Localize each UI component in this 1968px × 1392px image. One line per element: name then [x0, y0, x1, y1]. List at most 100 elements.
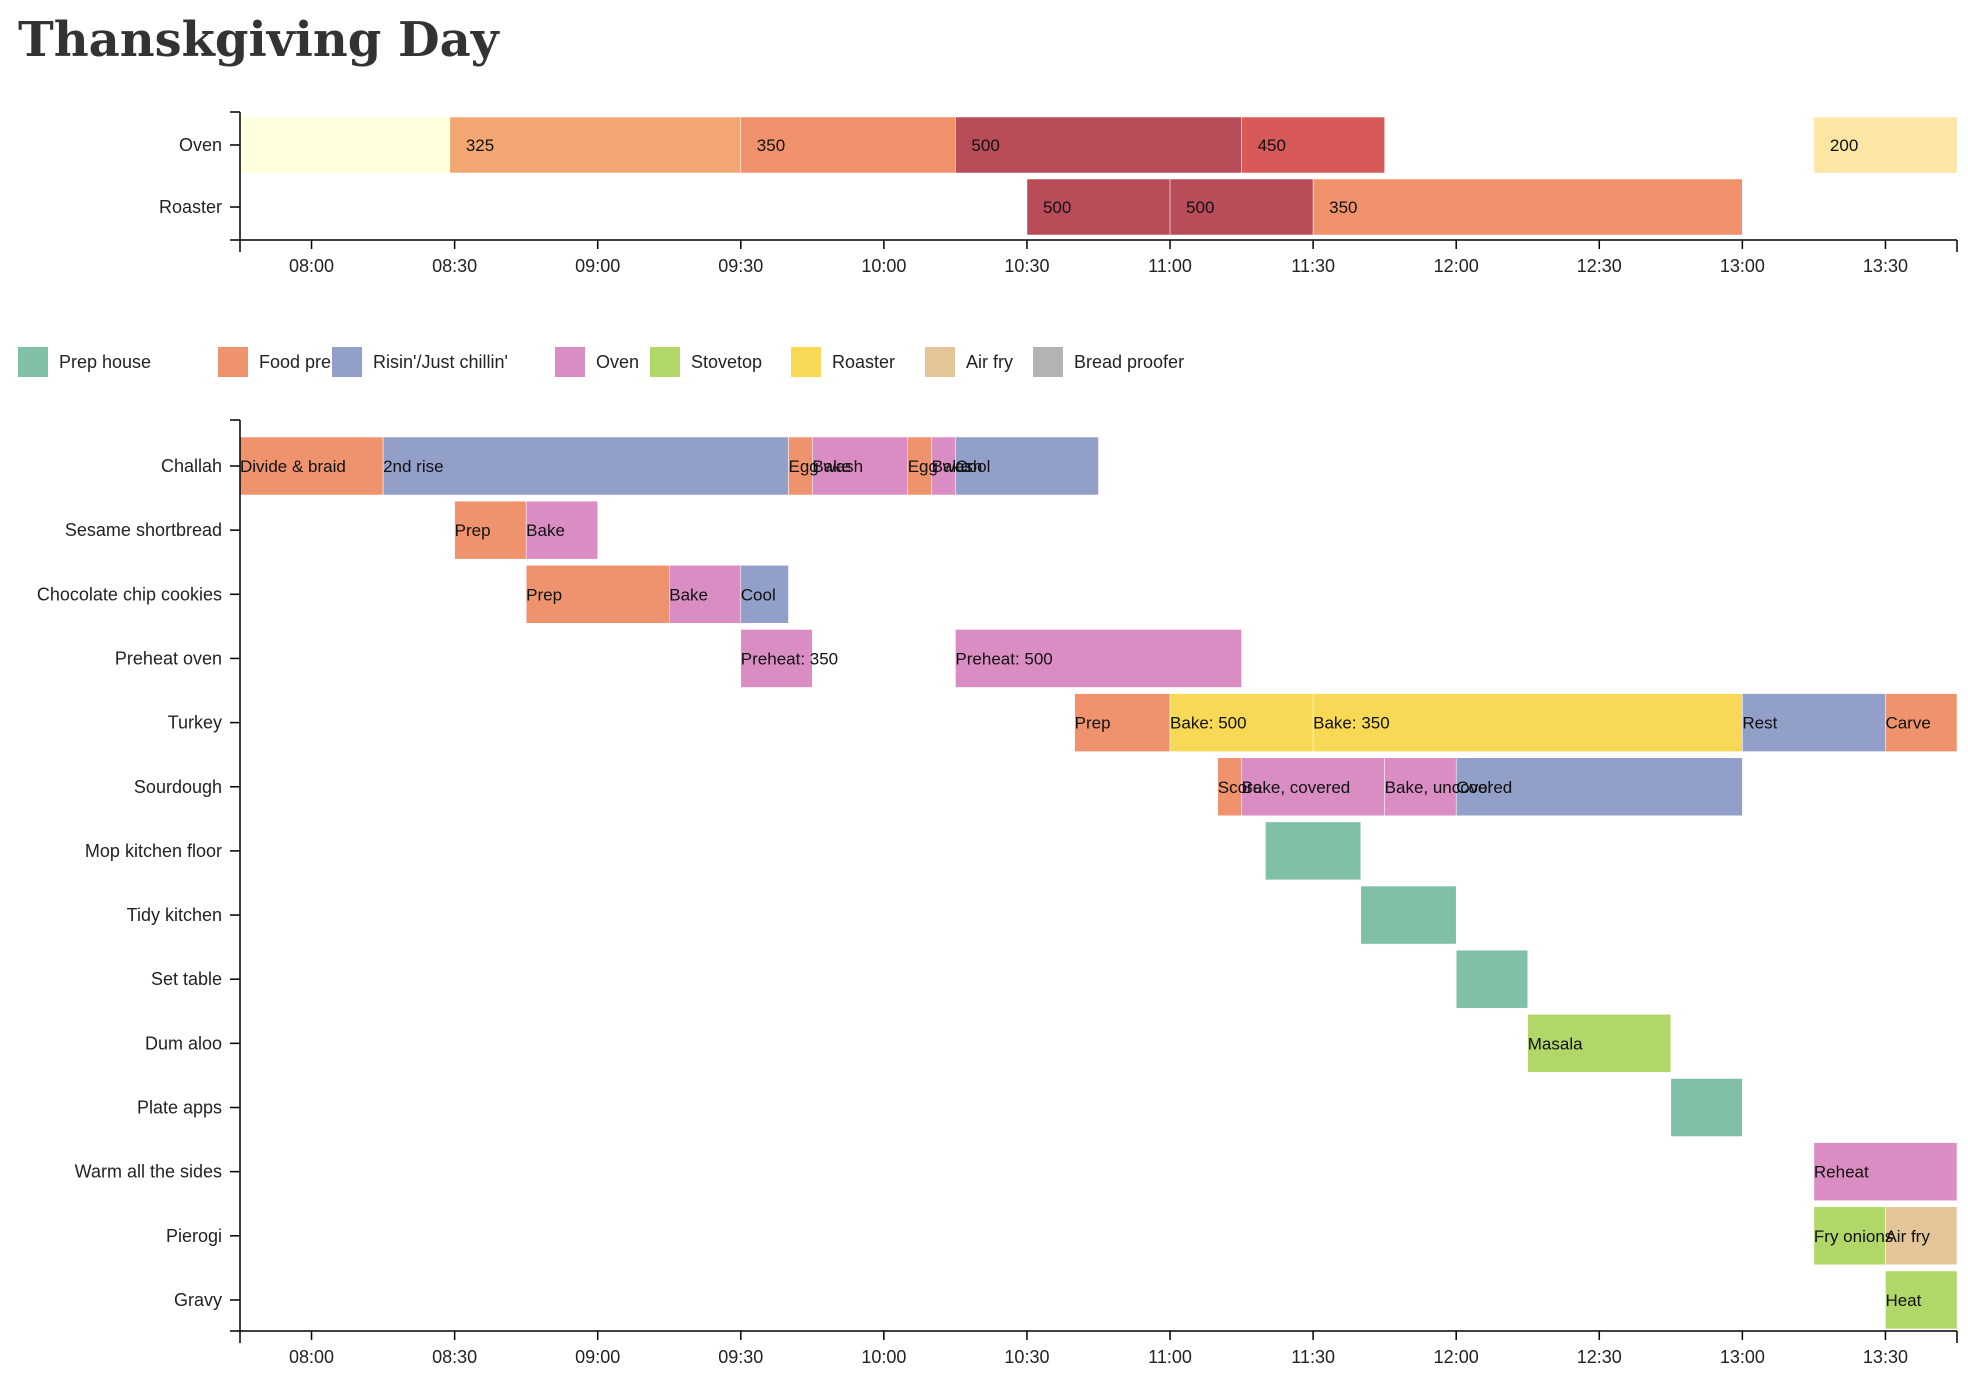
task-bar-label: Cool	[1456, 778, 1491, 797]
legend-swatch-risin-just-chillin	[332, 347, 362, 377]
legend-swatch-roaster	[791, 347, 821, 377]
task-bar-sourdough	[1384, 757, 1457, 816]
task-bar-label: Fry onions	[1814, 1227, 1893, 1246]
temp-bar-label: 325	[466, 136, 494, 155]
task-bar-gravy	[1885, 1270, 1958, 1330]
temp-bar-label: 350	[757, 136, 785, 155]
task-bar-label: Bake	[932, 457, 971, 476]
task-bar-label: Egg wash	[908, 457, 983, 476]
task-bar-chocolate-chip-cookies	[525, 565, 670, 624]
temp-bar-label: 450	[1258, 136, 1286, 155]
temp-x-tick-label: 13:30	[1863, 256, 1908, 276]
task-row-label-set-table: Set table	[151, 969, 222, 989]
temp-x-tick-label: 12:00	[1434, 256, 1479, 276]
task-x-tick-label: 12:00	[1434, 1347, 1479, 1367]
task-row-label-preheat-oven: Preheat oven	[115, 648, 222, 668]
legend-label-air-fry: Air fry	[966, 352, 1013, 372]
page-title: Thanskgiving Day	[18, 12, 499, 68]
task-bar-label: Bake	[526, 521, 565, 540]
task-bar-sourdough	[1241, 757, 1385, 816]
task-bar-turkey	[1169, 693, 1314, 752]
task-row-label-tidy-kitchen: Tidy kitchen	[127, 905, 222, 925]
task-bar-label: Bake	[669, 585, 708, 604]
temp-x-tick-label: 09:30	[718, 256, 763, 276]
task-bar-preheat-oven	[955, 629, 1242, 688]
task-bar-label: Reheat	[1814, 1163, 1869, 1182]
task-bar-chocolate-chip-cookies	[740, 565, 789, 624]
temp-bar-label: 500	[971, 136, 999, 155]
temp-x-tick-label: 08:30	[432, 256, 477, 276]
task-bar-label: Cool	[741, 585, 776, 604]
task-bar-label: Prep	[1075, 714, 1111, 733]
task-bar-turkey	[1074, 693, 1171, 752]
task-bar-label: Prep	[526, 585, 562, 604]
task-bar-pierogi	[1885, 1206, 1958, 1266]
task-bar-label: Preheat: 350	[741, 649, 838, 668]
temp-bar-roaster	[1312, 178, 1743, 236]
temp-x-tick-label: 12:30	[1577, 256, 1622, 276]
task-x-tick-label: 13:30	[1863, 1347, 1908, 1367]
temp-bar-oven	[239, 116, 451, 174]
temp-x-tick-label: 10:30	[1004, 256, 1049, 276]
task-bar-label: Carve	[1885, 714, 1930, 733]
task-bar-label: Rest	[1742, 714, 1777, 733]
task-bar-label: Divide & braid	[240, 457, 346, 476]
temp-bar-label: 350	[1329, 198, 1357, 217]
task-bar-challah	[955, 436, 1099, 496]
task-bar-label: Egg wash	[788, 457, 863, 476]
legend-label-food-prep: Food prep	[259, 352, 341, 372]
legend-swatch-prep-house	[18, 347, 48, 377]
temp-x-tick-label: 13:00	[1720, 256, 1765, 276]
task-bar-chocolate-chip-cookies	[669, 565, 742, 624]
legend-swatch-oven	[555, 347, 585, 377]
legend-label-risin-just-chillin: Risin'/Just chillin'	[373, 352, 508, 372]
task-bar-dum-aloo	[1527, 1014, 1672, 1073]
task-bar-mop-kitchen-floor	[1265, 821, 1362, 881]
temp-bar-label: 200	[1830, 136, 1858, 155]
task-bar-label: Bake, covered	[1242, 778, 1351, 797]
task-bar-challah	[382, 436, 789, 496]
task-bar-label: Heat	[1885, 1291, 1921, 1310]
task-x-tick-label: 10:30	[1004, 1347, 1049, 1367]
task-bar-sourdough	[1455, 757, 1743, 816]
legend-swatch-stovetop	[650, 347, 680, 377]
task-row-label-warm-all-the-sides: Warm all the sides	[75, 1162, 222, 1182]
task-bar-label: Cool	[955, 457, 990, 476]
task-bar-challah	[812, 436, 908, 496]
task-bar-plate-apps	[1670, 1078, 1743, 1137]
task-bar-label: Prep	[455, 521, 491, 540]
legend-label-roaster: Roaster	[832, 352, 895, 372]
task-row-label-dum-aloo: Dum aloo	[145, 1033, 222, 1053]
temp-x-tick-label: 11:00	[1148, 256, 1192, 276]
task-row-label-gravy: Gravy	[174, 1290, 222, 1310]
task-bar-label: Masala	[1528, 1034, 1583, 1053]
task-x-tick-label: 13:00	[1720, 1347, 1765, 1367]
temp-bar-label: 500	[1043, 198, 1071, 217]
task-x-tick-label: 09:30	[718, 1347, 763, 1367]
task-bar-label: Bake	[812, 457, 851, 476]
task-x-tick-label: 08:00	[289, 1347, 334, 1367]
task-bar-challah	[239, 436, 384, 496]
task-bar-set-table	[1455, 949, 1529, 1009]
task-bar-label: Score	[1218, 778, 1262, 797]
task-row-label-sesame-shortbread: Sesame shortbread	[65, 520, 222, 540]
legend-label-oven: Oven	[596, 352, 639, 372]
task-x-tick-label: 11:00	[1148, 1347, 1192, 1367]
task-bar-turkey	[1885, 693, 1958, 752]
temp-bar-oven	[1813, 116, 1958, 174]
task-bar-tidy-kitchen	[1360, 885, 1457, 945]
task-row-label-plate-apps: Plate apps	[137, 1098, 222, 1118]
temp-bar-oven	[740, 116, 956, 174]
task-x-tick-label: 09:00	[575, 1347, 620, 1367]
task-bar-label: Preheat: 500	[955, 649, 1052, 668]
legend-swatch-air-fry	[925, 347, 955, 377]
task-bar-label: Bake: 500	[1170, 714, 1247, 733]
task-bar-label: Air fry	[1885, 1227, 1930, 1246]
temp-row-label-roaster: Roaster	[159, 197, 222, 217]
task-bar-turkey	[1742, 693, 1886, 752]
temp-x-tick-label: 09:00	[575, 256, 620, 276]
task-row-label-chocolate-chip-cookies: Chocolate chip cookies	[37, 584, 222, 604]
legend-swatch-bread-proofer	[1033, 347, 1063, 377]
task-bar-warm-all-the-sides	[1813, 1142, 1958, 1201]
